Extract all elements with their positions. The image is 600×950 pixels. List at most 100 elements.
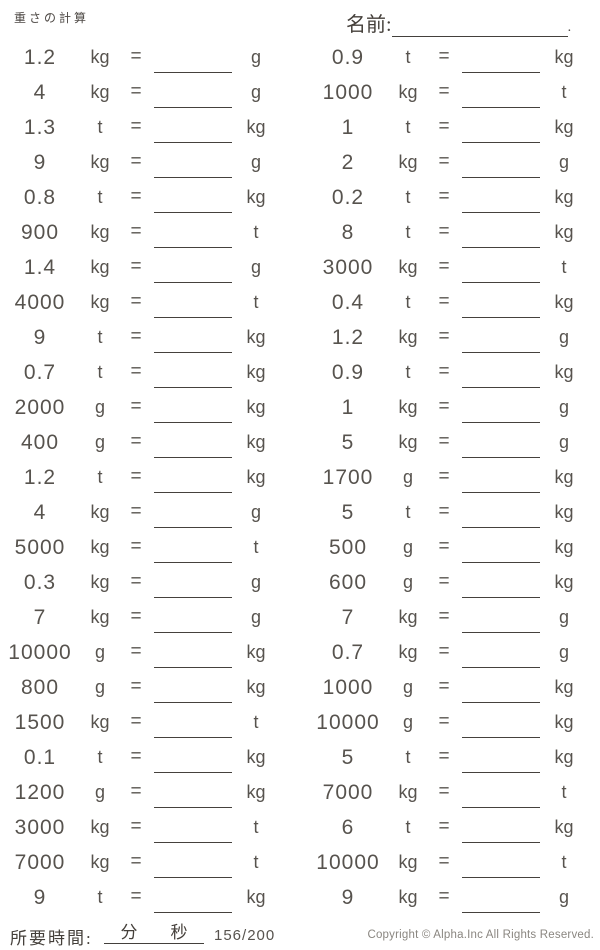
answer-blank <box>154 287 232 318</box>
answer-blank <box>462 847 540 878</box>
problem-to-unit: kg <box>246 117 266 137</box>
problem-from-unit: kg <box>90 607 110 627</box>
answer-blank <box>154 112 232 143</box>
problem-value: 1.2 <box>23 46 57 69</box>
problem-right: 1700 g = kg <box>300 462 600 497</box>
equals-sign: = <box>130 746 142 767</box>
answer-blank <box>154 182 232 213</box>
equals-sign: = <box>130 816 142 837</box>
problem-row: 0.1 t = kg 5 t = kg <box>0 742 600 777</box>
answer-blank <box>462 427 540 458</box>
problem-to-unit: t <box>253 712 259 732</box>
equals-sign: = <box>438 116 450 137</box>
problem-to-unit: kg <box>246 327 266 347</box>
problem-to-unit: t <box>253 292 259 312</box>
problem-left: 0.8 t = kg <box>0 182 300 217</box>
problem-right: 0.9 t = kg <box>300 357 600 392</box>
problem-to-unit: g <box>250 257 261 277</box>
equals-sign: = <box>438 256 450 277</box>
answer-blank <box>154 77 232 108</box>
problem-to-unit: kg <box>554 117 574 137</box>
problem-value: 7 <box>341 606 355 629</box>
problem-right: 10000 kg = t <box>300 847 600 882</box>
problem-row: 9 t = kg 9 kg = g <box>0 882 600 917</box>
problem-left: 4 kg = g <box>0 497 300 532</box>
problem-row: 3000 kg = t 6 t = kg <box>0 812 600 847</box>
problem-to-unit: t <box>561 782 567 802</box>
problem-left: 9 t = kg <box>0 322 300 357</box>
problem-left: 0.1 t = kg <box>0 742 300 777</box>
problem-row: 400 g = kg 5 kg = g <box>0 427 600 462</box>
problem-right: 9 kg = g <box>300 882 600 917</box>
equals-sign: = <box>130 641 142 662</box>
equals-sign: = <box>130 361 142 382</box>
equals-sign: = <box>438 746 450 767</box>
problem-value: 600 <box>328 571 368 594</box>
equals-sign: = <box>130 151 142 172</box>
equals-sign: = <box>130 711 142 732</box>
equals-sign: = <box>438 676 450 697</box>
equals-sign: = <box>438 571 450 592</box>
problem-from-unit: kg <box>90 257 110 277</box>
problem-row: 0.3 kg = g 600 g = kg <box>0 567 600 602</box>
problem-value: 2 <box>341 151 355 174</box>
answer-blank <box>154 322 232 353</box>
problem-to-unit: t <box>253 817 259 837</box>
problem-from-unit: g <box>94 782 105 802</box>
problem-to-unit: kg <box>246 887 266 907</box>
problem-to-unit: kg <box>246 782 266 802</box>
equals-sign: = <box>130 851 142 872</box>
problem-value: 7 <box>33 606 47 629</box>
equals-sign: = <box>130 606 142 627</box>
name-blank-line <box>391 17 568 37</box>
problem-from-unit: kg <box>90 82 110 102</box>
name-label: 名前: <box>346 14 392 36</box>
equals-sign: = <box>130 116 142 137</box>
equals-sign: = <box>130 886 142 907</box>
answer-blank <box>154 637 232 668</box>
answer-blank <box>154 777 232 808</box>
problem-right: 5 t = kg <box>300 742 600 777</box>
problem-to-unit: g <box>250 572 261 592</box>
answer-blank <box>462 392 540 423</box>
problem-value: 10000 <box>316 851 380 874</box>
problems-list: 1.2 kg = g 0.9 t = kg 4 kg = g 1000 kg =… <box>0 42 600 917</box>
problem-to-unit: kg <box>246 397 266 417</box>
equals-sign: = <box>438 81 450 102</box>
problem-from-unit: kg <box>90 572 110 592</box>
answer-blank <box>462 112 540 143</box>
problem-right: 0.2 t = kg <box>300 182 600 217</box>
problem-to-unit: g <box>250 607 261 627</box>
problem-to-unit: kg <box>554 362 574 382</box>
problem-to-unit: g <box>250 152 261 172</box>
problem-from-unit: g <box>402 572 413 592</box>
problem-left: 1.2 t = kg <box>0 462 300 497</box>
problem-right: 5 t = kg <box>300 497 600 532</box>
problem-value: 9 <box>33 326 47 349</box>
problem-value: 1.4 <box>23 256 57 279</box>
problem-row: 7000 kg = t 10000 kg = t <box>0 847 600 882</box>
problem-from-unit: g <box>94 397 105 417</box>
problem-to-unit: kg <box>246 432 266 452</box>
equals-sign: = <box>438 46 450 67</box>
problem-right: 1 kg = g <box>300 392 600 427</box>
problem-row: 800 g = kg 1000 g = kg <box>0 672 600 707</box>
problem-right: 1000 g = kg <box>300 672 600 707</box>
problem-value: 0.1 <box>23 746 57 769</box>
problem-left: 9 kg = g <box>0 147 300 182</box>
problem-value: 400 <box>20 431 60 454</box>
problem-value: 7000 <box>14 851 66 874</box>
problem-value: 10000 <box>316 711 380 734</box>
problem-to-unit: t <box>561 82 567 102</box>
equals-sign: = <box>130 291 142 312</box>
problem-to-unit: kg <box>554 187 574 207</box>
answer-blank <box>462 497 540 528</box>
problem-from-unit: kg <box>398 82 418 102</box>
problem-right: 0.9 t = kg <box>300 42 600 77</box>
problem-from-unit: kg <box>398 257 418 277</box>
equals-sign: = <box>438 886 450 907</box>
problem-value: 0.7 <box>331 641 365 664</box>
problem-left: 0.7 t = kg <box>0 357 300 392</box>
problem-from-unit: kg <box>398 642 418 662</box>
problem-left: 10000 g = kg <box>0 637 300 672</box>
